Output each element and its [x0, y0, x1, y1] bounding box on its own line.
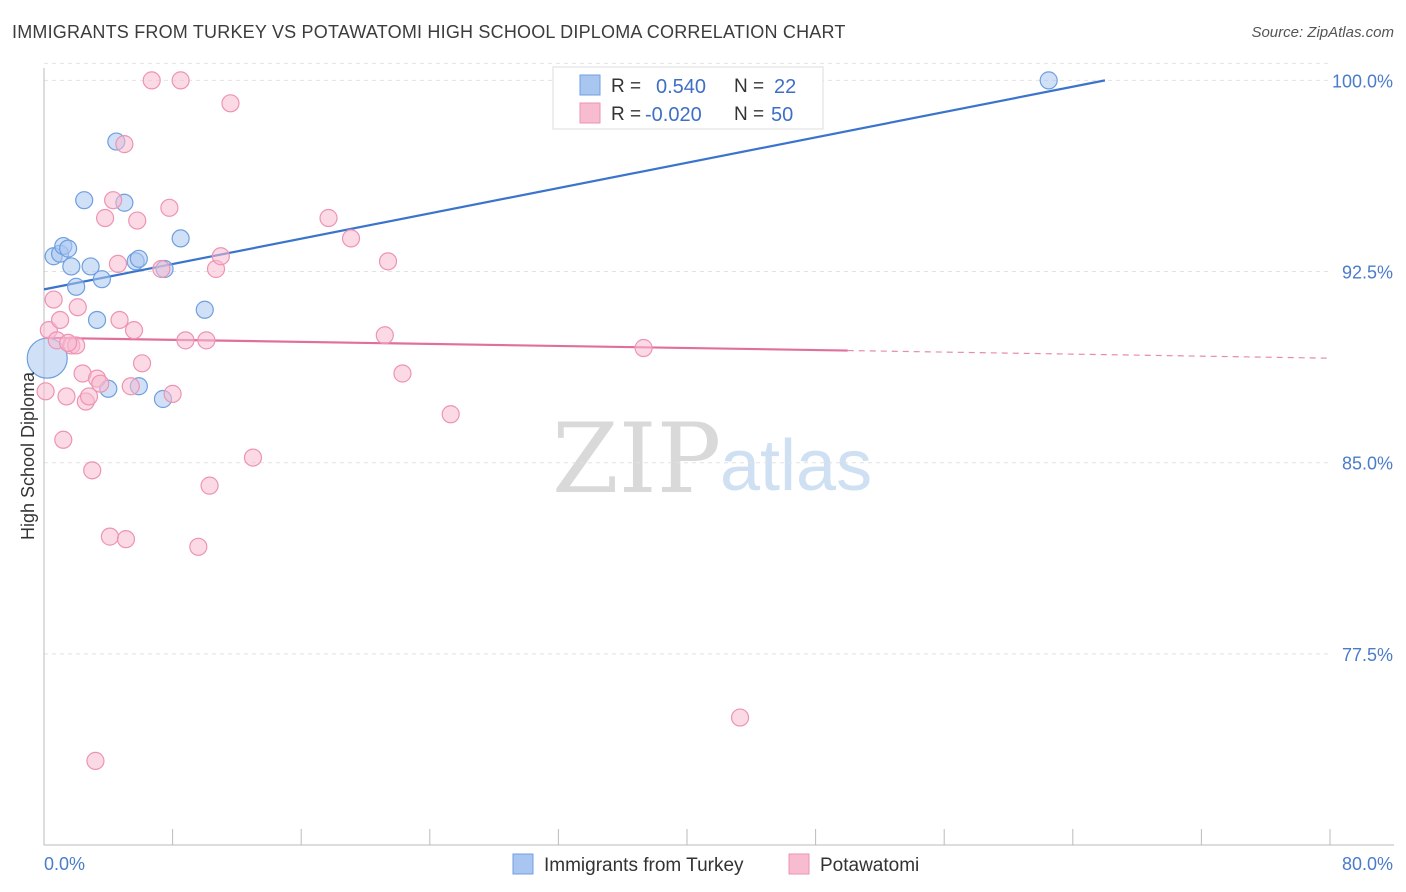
point-1-27	[142, 71, 161, 90]
point-1-24	[124, 321, 144, 340]
point-1-41	[341, 229, 361, 248]
point-0-5	[62, 257, 81, 276]
legend-r-value-potawatomi: -0.020	[645, 104, 702, 126]
point-0-8	[81, 257, 100, 276]
point-1-13	[83, 461, 102, 480]
bottom-legend-label-turkey: Immigrants from Turkey	[544, 855, 744, 876]
source-credit: Source: ZipAtlas.com	[1251, 24, 1394, 41]
point-1-31	[171, 71, 190, 90]
point-1-44	[393, 364, 412, 383]
point-1-35	[200, 476, 219, 495]
point-0-20	[195, 300, 214, 319]
trend-line-extension-1	[847, 349, 1331, 359]
y-tick-label-0: 77.5%	[1342, 645, 1393, 665]
point-1-45	[441, 405, 460, 424]
point-0-16	[129, 249, 148, 268]
x-tick-label-max: 80.0%	[1342, 854, 1393, 874]
point-1-5	[54, 430, 73, 449]
point-1-33	[189, 537, 208, 556]
bottom-legend-label-potawatomi: Potawatomi	[820, 855, 919, 876]
point-0-7	[75, 191, 94, 210]
point-1-30	[163, 384, 182, 403]
point-1-21	[115, 135, 134, 154]
point-1-37	[211, 247, 230, 266]
point-1-48	[86, 751, 105, 770]
point-0-9	[87, 310, 107, 330]
point-1-18	[104, 191, 123, 210]
legend-swatch-turkey	[579, 74, 601, 96]
y-tick-label-3: 100.0%	[1332, 71, 1393, 91]
legend-r-label-potawatomi: R =	[611, 104, 641, 125]
legend-n-label-potawatomi: N =	[734, 104, 764, 125]
y-axis-label: High School Diploma	[18, 371, 38, 540]
point-1-34	[197, 331, 216, 350]
point-1-16	[95, 208, 115, 228]
point-1-25	[128, 211, 147, 230]
point-0-6	[67, 277, 86, 296]
point-1-0	[36, 382, 55, 401]
legend-n-label-turkey: N =	[734, 76, 764, 97]
point-1-43	[378, 252, 398, 271]
point-1-22	[116, 530, 136, 549]
point-0-21	[1039, 71, 1058, 90]
point-1-29	[160, 198, 179, 217]
stats-legend: R = 0.540 N = 22 R = -0.020 N = 50	[552, 66, 824, 130]
y-tick-label-1: 85.0%	[1342, 454, 1393, 474]
series-legend: Immigrants from Turkey Potawatomi	[512, 853, 919, 876]
point-1-19	[108, 254, 128, 273]
point-1-26	[132, 354, 152, 373]
point-0-4	[59, 239, 78, 258]
legend-n-value-turkey: 22	[774, 76, 796, 98]
point-1-47	[730, 708, 750, 727]
point-1-39	[243, 448, 263, 467]
point-1-2	[44, 290, 63, 309]
point-1-15	[91, 374, 110, 393]
point-1-49	[59, 333, 78, 353]
point-1-4	[50, 310, 70, 330]
point-0-10	[92, 270, 111, 289]
point-1-12	[79, 387, 99, 406]
y-tick-label-2: 92.5%	[1342, 263, 1393, 283]
legend-r-label-turkey: R =	[611, 76, 641, 97]
point-1-32	[176, 331, 195, 350]
chart-title: IMMIGRANTS FROM TURKEY VS POTAWATOMI HIG…	[12, 22, 846, 42]
trend-line-1	[43, 336, 848, 352]
watermark-atlas: atlas	[720, 426, 872, 506]
point-1-46	[634, 338, 653, 358]
point-1-6	[57, 387, 76, 406]
point-1-38	[221, 94, 240, 113]
watermark-zip: ZIP	[552, 403, 721, 515]
point-1-20	[110, 310, 129, 330]
point-1-40	[319, 208, 338, 228]
legend-swatch-potawatomi	[579, 102, 601, 124]
point-1-28	[152, 259, 171, 279]
legend-n-value-potawatomi: 50	[771, 104, 793, 126]
legend-r-value-turkey: 0.540	[656, 76, 706, 98]
x-tick-label-min: 0.0%	[44, 854, 85, 874]
point-0-19	[171, 229, 190, 248]
bottom-legend-swatch-turkey	[512, 853, 534, 875]
point-1-17	[100, 527, 120, 546]
bottom-legend-swatch-potawatomi	[788, 853, 810, 875]
axes	[43, 68, 1394, 846]
point-1-23	[121, 377, 140, 396]
grid-lines	[44, 62, 1330, 655]
point-1-9	[68, 298, 87, 317]
data-points	[26, 71, 1058, 770]
point-1-42	[375, 326, 394, 345]
